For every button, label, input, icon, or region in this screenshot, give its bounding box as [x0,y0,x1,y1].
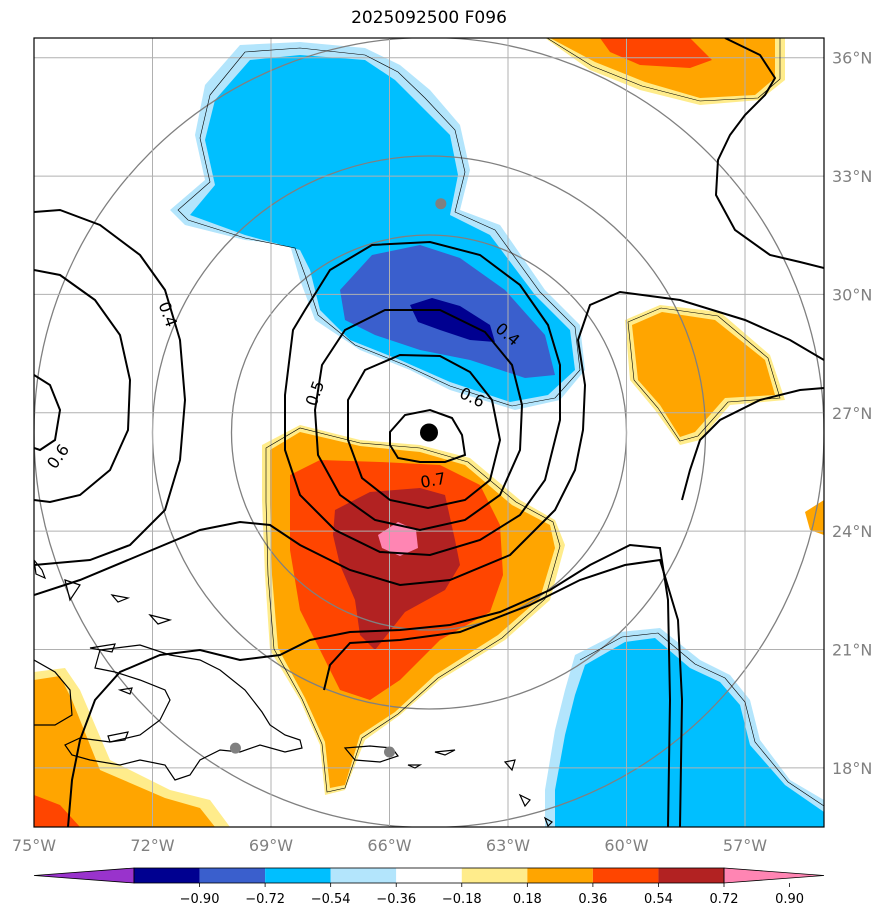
colorbar-segment [199,868,266,883]
colorbar-segment [330,868,397,883]
latitude-tick-label: 30°N [832,285,872,304]
plot-frame [33,37,825,828]
colorbar-tick-label: 0.36 [578,892,607,907]
colorbar-segment [527,868,593,883]
colorbar-tick-label: 0.90 [775,892,804,907]
colorbar-segment [592,868,659,883]
latitude-tick-label: 33°N [832,167,872,186]
colorbar-segment [265,868,331,883]
colorbar-segment [461,868,528,883]
longitude-tick-label: 72°W [130,836,174,855]
negative-shading-north [170,42,585,410]
longitude-tick-label: 69°W [249,836,293,855]
storm-center-marker [420,423,438,442]
colorbar-frame [133,867,725,884]
shading-outline [177,38,824,807]
positive-shading-ne [545,38,785,105]
longitude-tick-label: 75°W [12,836,56,855]
station-marker [384,746,395,758]
station-markers [229,198,447,758]
figure-title: 2025092500 F096 [351,8,507,28]
latitude-tick-label: 24°N [832,522,872,541]
colorbar-tick-label: −0.72 [245,892,285,907]
colorbar-extend-low [33,867,135,884]
contour-label: 0.7 [419,469,447,492]
longitude-tick-labels: 75°W 72°W 69°W 66°W 63°W 60°W 57°W [12,836,767,855]
colorbar-segment [134,868,200,883]
colorbar: −0.90 −0.72 −0.54 −0.36 −0.18 0.18 0.36 0.54 0.7… [33,867,825,907]
longitude-tick-label: 63°W [486,836,530,855]
station-marker [229,742,241,754]
colorbar-tick-label: −0.90 [180,892,220,907]
negative-shading-se [545,628,824,827]
latitude-tick-label: 21°N [832,640,872,659]
latitude-tick-label: 27°N [832,404,872,423]
colorbar-segment [396,868,462,883]
colorbar-tick-label: 0.72 [710,892,739,907]
latitude-tick-label: 18°N [832,759,872,778]
latitude-tick-labels: 36°N 33°N 30°N 27°N 24°N 21°N 18°N [832,49,872,778]
longitude-tick-label: 60°W [604,836,648,855]
colorbar-tick-label: −0.18 [442,892,482,907]
latitude-tick-label: 36°N [832,49,872,68]
colorbar-segment [658,868,724,883]
contour-lines [34,38,824,827]
map-plot-area: 0.40.60.50.40.60.7 [34,38,824,827]
colorbar-extend-high [723,867,825,884]
colorbar-tick-label: −0.36 [376,892,416,907]
colorbar-tick-label: 0.54 [644,892,673,907]
station-marker [435,198,447,210]
longitude-tick-label: 57°W [723,836,767,855]
longitude-tick-label: 66°W [367,836,411,855]
colorbar-tick-label: −0.54 [311,892,351,907]
graticule [34,38,824,827]
coastlines [34,559,553,827]
colorbar-tick-label: 0.18 [513,892,542,907]
